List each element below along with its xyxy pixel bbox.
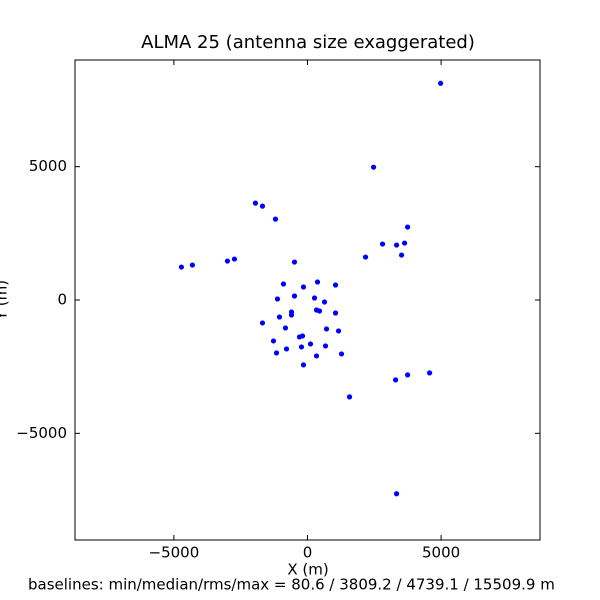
antenna-point bbox=[362, 254, 369, 260]
antenna-point bbox=[270, 338, 277, 344]
antenna-point bbox=[224, 258, 231, 264]
antenna-point bbox=[346, 394, 353, 400]
x-axis-label: X (m) bbox=[287, 561, 328, 579]
chart-title: ALMA 25 (antenna size exaggerated) bbox=[141, 32, 475, 53]
antenna-point bbox=[231, 256, 238, 262]
antenna-point bbox=[335, 328, 342, 334]
y-axis-label: Y (m) bbox=[0, 280, 11, 321]
antenna-point bbox=[332, 310, 339, 316]
antenna-point bbox=[282, 325, 289, 331]
antenna-point bbox=[276, 314, 283, 320]
antenna-point bbox=[398, 252, 405, 258]
antenna-point bbox=[291, 293, 298, 299]
antenna-point bbox=[401, 240, 408, 246]
antenna-point bbox=[321, 299, 328, 305]
antenna-point bbox=[322, 343, 329, 349]
y-tick-label: 5000 bbox=[29, 157, 67, 175]
antenna-point bbox=[311, 295, 318, 301]
antenna-point bbox=[437, 80, 444, 86]
antenna-point bbox=[316, 308, 323, 314]
x-tick-label: 5000 bbox=[422, 544, 460, 562]
antenna-point bbox=[427, 370, 433, 376]
antenna-point bbox=[291, 259, 298, 265]
antenna-point bbox=[393, 491, 400, 497]
antenna-point bbox=[323, 326, 330, 332]
antenna-point bbox=[404, 372, 411, 378]
antenna-point bbox=[178, 264, 184, 270]
antenna-point bbox=[298, 344, 305, 350]
antenna-point bbox=[313, 353, 320, 359]
antenna-point bbox=[300, 284, 307, 290]
antenna-point bbox=[288, 312, 295, 318]
antenna-point bbox=[274, 296, 281, 302]
antenna-point bbox=[283, 346, 290, 352]
antenna-point bbox=[252, 200, 259, 206]
antenna-point bbox=[280, 281, 287, 287]
antenna-point bbox=[259, 203, 266, 209]
antenna-point bbox=[189, 262, 195, 268]
antenna-point bbox=[300, 362, 307, 368]
antenna-point bbox=[273, 350, 280, 356]
caption: baselines: min/median/rms/max = 80.6 / 3… bbox=[28, 576, 555, 594]
antenna-point bbox=[332, 282, 339, 288]
antenna-point bbox=[393, 242, 400, 248]
antenna-point bbox=[307, 341, 314, 347]
y-tick-label: −5000 bbox=[16, 424, 67, 442]
antenna-point bbox=[370, 164, 377, 170]
antenna-point bbox=[379, 241, 386, 247]
antenna-point bbox=[404, 224, 411, 230]
antenna-point bbox=[272, 216, 279, 222]
antenna-point bbox=[338, 351, 345, 357]
antenna-point bbox=[392, 377, 399, 383]
antenna-point bbox=[296, 334, 303, 340]
antenna-point bbox=[314, 279, 321, 285]
x-tick-label: 0 bbox=[303, 544, 313, 562]
y-tick-label: 0 bbox=[57, 291, 67, 309]
antenna-point bbox=[259, 320, 266, 326]
x-tick-label: −5000 bbox=[149, 544, 200, 562]
